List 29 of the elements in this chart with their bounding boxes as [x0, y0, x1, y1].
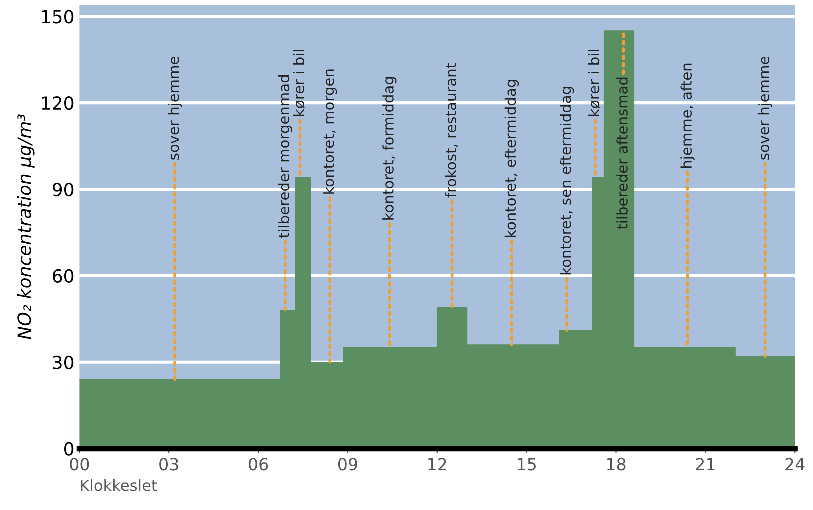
y-tick-label: 60 [53, 269, 74, 284]
y-tick-label: 120 [42, 96, 74, 110]
x-tick-label: 03 [160, 458, 178, 471]
y-tick-label: 150 [42, 10, 74, 24]
x-tick-label: 21 [696, 458, 715, 470]
annotation: frokost, restaurant [445, 63, 458, 198]
annotation: tilbereder morgenmad [278, 76, 292, 238]
x-tick-label: 12 [428, 458, 446, 470]
y-tick-label: 0 [64, 442, 74, 456]
x-tick-label: 06 [249, 458, 268, 471]
annotation: kontoret, eftermiddag [504, 80, 519, 238]
x-tick-label: 09 [338, 458, 358, 471]
x-tick-label: 24 [786, 458, 805, 470]
annotation: kontoret, morgen [323, 70, 338, 194]
x-tick-label: 18 [607, 458, 626, 471]
x-tick-label: 00 [70, 458, 90, 471]
x-axis-title: Klokkeslet [81, 480, 158, 492]
annotation: kontoret, sen eftermiddag [560, 87, 574, 275]
annotation: kører i bil [293, 50, 305, 116]
y-tick-label: 90 [52, 182, 74, 197]
y-axis-title: NO₂ koncentration µg/m³ [17, 114, 35, 340]
annotation: kontoret, formiddag [382, 77, 397, 220]
y-tick-label: 30 [53, 356, 74, 370]
annotation: kører i bil [588, 50, 600, 116]
annotation: sover hjemme [758, 57, 772, 160]
annotation: hjemme, aften [680, 64, 695, 168]
annotation: sover hjemme [168, 57, 182, 160]
annotation: tilbereder aftensmad [616, 78, 628, 230]
x-tick-label: 15 [518, 458, 536, 471]
